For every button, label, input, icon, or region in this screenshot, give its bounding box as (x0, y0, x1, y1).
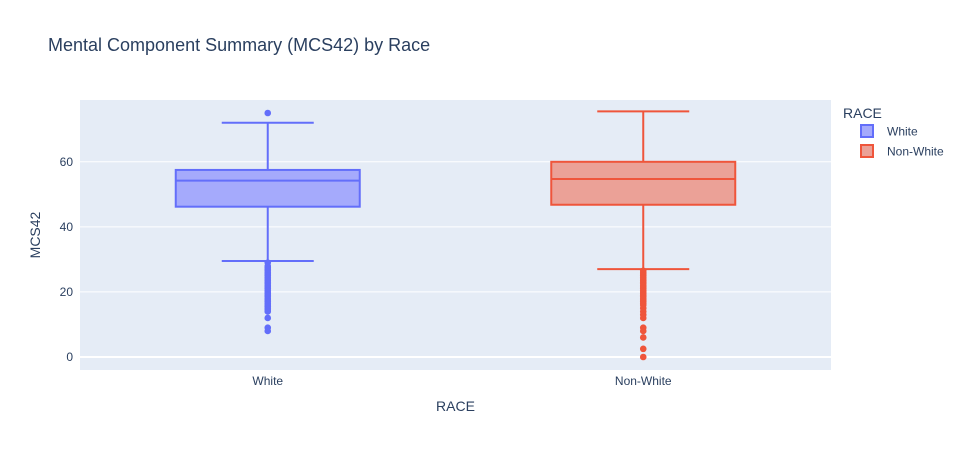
legend-swatch (860, 124, 874, 138)
iqr-box[interactable] (550, 160, 737, 206)
legend-item-non-white[interactable]: Non-White (860, 144, 944, 159)
outlier-point[interactable] (639, 353, 647, 361)
outlier-point[interactable] (639, 327, 647, 335)
box-non-white[interactable] (550, 110, 737, 361)
outlier-point[interactable] (639, 334, 647, 341)
y-axis-title: MCS42 (27, 211, 43, 258)
legend-label: White (887, 125, 918, 139)
box-white[interactable] (174, 109, 361, 335)
plot-area (80, 100, 831, 370)
outlier-point[interactable] (639, 314, 647, 322)
outlier-point[interactable] (264, 314, 272, 322)
x-axis-title: RACE (436, 398, 475, 414)
chart-title: Mental Component Summary (MCS42) by Race (48, 35, 430, 55)
outlier-point[interactable] (264, 327, 272, 335)
box-traces[interactable] (174, 109, 737, 361)
x-tick-label: Non-White (615, 374, 672, 388)
y-tick-label: 0 (66, 350, 73, 364)
y-tick-label: 20 (60, 285, 74, 299)
legend-item-white[interactable]: White (860, 124, 918, 139)
y-tick-label: 60 (60, 155, 74, 169)
gridlines (80, 161, 831, 358)
iqr-box[interactable] (174, 168, 361, 208)
legend[interactable]: RACE White Non-White (843, 105, 944, 159)
outlier-point[interactable] (264, 308, 272, 315)
outlier-point[interactable] (264, 109, 272, 117)
x-tick-label: White (252, 374, 283, 388)
legend-label: Non-White (887, 145, 944, 159)
axes: 0 20 40 60 White Non-White (60, 155, 672, 388)
outlier-point[interactable] (639, 345, 647, 353)
legend-swatch (860, 144, 874, 158)
y-tick-label: 40 (60, 220, 74, 234)
legend-title: RACE (843, 105, 882, 121)
